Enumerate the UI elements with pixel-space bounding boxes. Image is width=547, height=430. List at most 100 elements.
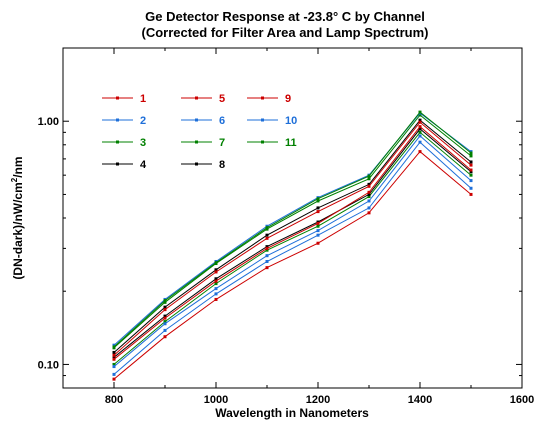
legend-label-7: 7 [219, 137, 225, 149]
series-line-5 [113, 125, 472, 360]
series-layer [112, 110, 473, 381]
y-axis-ticks: 0.10 1.00 [38, 47, 522, 389]
x-tick-label: 1400 [408, 394, 432, 406]
legend-marker-4 [116, 162, 119, 166]
chart-subtitle: (Corrected for Filter Area and Lamp Spec… [141, 25, 428, 40]
legend-label-8: 8 [219, 159, 225, 171]
data-point-7 [316, 199, 320, 203]
data-point-2 [265, 259, 269, 263]
data-point-7 [469, 154, 473, 158]
data-point-11 [418, 110, 422, 114]
series-line-6 [113, 135, 472, 367]
x-tick-label: 1000 [204, 394, 228, 406]
legend-label-5: 5 [219, 93, 225, 105]
data-point-11 [163, 299, 167, 303]
data-point-4 [418, 127, 422, 131]
data-point-8 [265, 233, 269, 237]
data-point-6 [418, 134, 422, 138]
data-point-1 [265, 266, 269, 270]
data-point-6 [469, 179, 473, 183]
data-point-11 [112, 345, 116, 349]
series-line-9 [113, 121, 472, 356]
legend-marker-9 [261, 96, 264, 100]
data-point-2 [316, 233, 320, 237]
data-point-11 [214, 261, 218, 265]
legend-marker-8 [195, 162, 198, 166]
data-point-9 [469, 163, 473, 167]
data-point-6 [367, 199, 371, 203]
chart-title: Ge Detector Response at -23.8° C by Chan… [145, 9, 425, 24]
series-line-2 [113, 141, 472, 375]
data-point-4 [469, 170, 473, 174]
data-point-9 [418, 120, 422, 124]
legend-label-2: 2 [140, 115, 146, 127]
legend-label-4: 4 [140, 159, 147, 171]
series-line-7 [113, 114, 472, 349]
data-point-8 [163, 305, 167, 309]
data-point-5 [214, 279, 218, 283]
data-point-7 [163, 300, 167, 304]
data-point-5 [316, 221, 320, 225]
legend: 1 2 3 4 5 6 7 8 9 10 11 [102, 93, 297, 171]
data-point-6 [316, 229, 320, 233]
legend-label-11: 11 [285, 137, 297, 149]
y-tick-label: 0.10 [38, 359, 59, 371]
legend-label-1: 1 [140, 93, 146, 105]
data-point-11 [367, 174, 371, 178]
data-point-1 [163, 335, 167, 339]
series-line-3 [113, 131, 472, 365]
data-point-3 [163, 320, 167, 324]
legend-marker-2 [116, 118, 119, 122]
legend-marker-5 [195, 96, 198, 100]
data-point-9 [112, 353, 116, 357]
data-point-9 [367, 184, 371, 188]
y-axis-title: (DN-dark)/nW/cm2/nm [10, 156, 25, 279]
data-point-4 [265, 245, 269, 249]
y-tick-label: 1.00 [38, 116, 59, 128]
legend-marker-1 [116, 96, 119, 100]
data-point-5 [418, 125, 422, 129]
data-point-11 [316, 197, 320, 201]
data-point-11 [469, 151, 473, 155]
data-point-8 [469, 160, 473, 164]
x-tick-label: 1200 [306, 394, 330, 406]
data-point-3 [469, 173, 473, 177]
legend-label-10: 10 [285, 115, 297, 127]
x-axis-ticks: 800 1000 1200 1400 1600 [62, 48, 534, 406]
data-point-8 [367, 182, 371, 186]
series-line-8 [113, 119, 472, 353]
data-point-8 [112, 350, 116, 354]
data-point-7 [418, 113, 422, 117]
data-point-6 [265, 254, 269, 258]
data-point-6 [112, 365, 116, 369]
data-point-3 [112, 362, 116, 366]
data-point-1 [112, 377, 116, 381]
x-tick-label: 800 [105, 394, 123, 406]
series-line-4 [113, 128, 472, 358]
data-point-1 [316, 241, 320, 245]
data-point-2 [469, 186, 473, 190]
legend-marker-10 [261, 118, 264, 122]
data-point-4 [214, 277, 218, 281]
y-axis-title-tail: /nm [11, 156, 25, 177]
x-axis-title: Wavelength in Nanometers [215, 406, 369, 420]
y-axis-title-superscript: 2 [10, 177, 19, 182]
data-point-1 [367, 211, 371, 215]
data-point-10 [112, 343, 116, 347]
data-point-1 [418, 150, 422, 154]
data-point-3 [214, 282, 218, 286]
series-line-1 [113, 150, 472, 380]
data-point-5 [112, 357, 116, 361]
data-point-3 [367, 195, 371, 199]
data-point-2 [367, 206, 371, 210]
series-line-11 [113, 111, 472, 348]
legend-label-9: 9 [285, 93, 291, 105]
legend-label-6: 6 [219, 115, 225, 127]
data-point-9 [316, 210, 320, 214]
data-point-5 [367, 190, 371, 194]
data-point-3 [418, 130, 422, 134]
data-point-8 [316, 206, 320, 210]
data-point-3 [316, 224, 320, 228]
data-point-8 [214, 268, 218, 272]
x-tick-label: 1600 [510, 394, 534, 406]
